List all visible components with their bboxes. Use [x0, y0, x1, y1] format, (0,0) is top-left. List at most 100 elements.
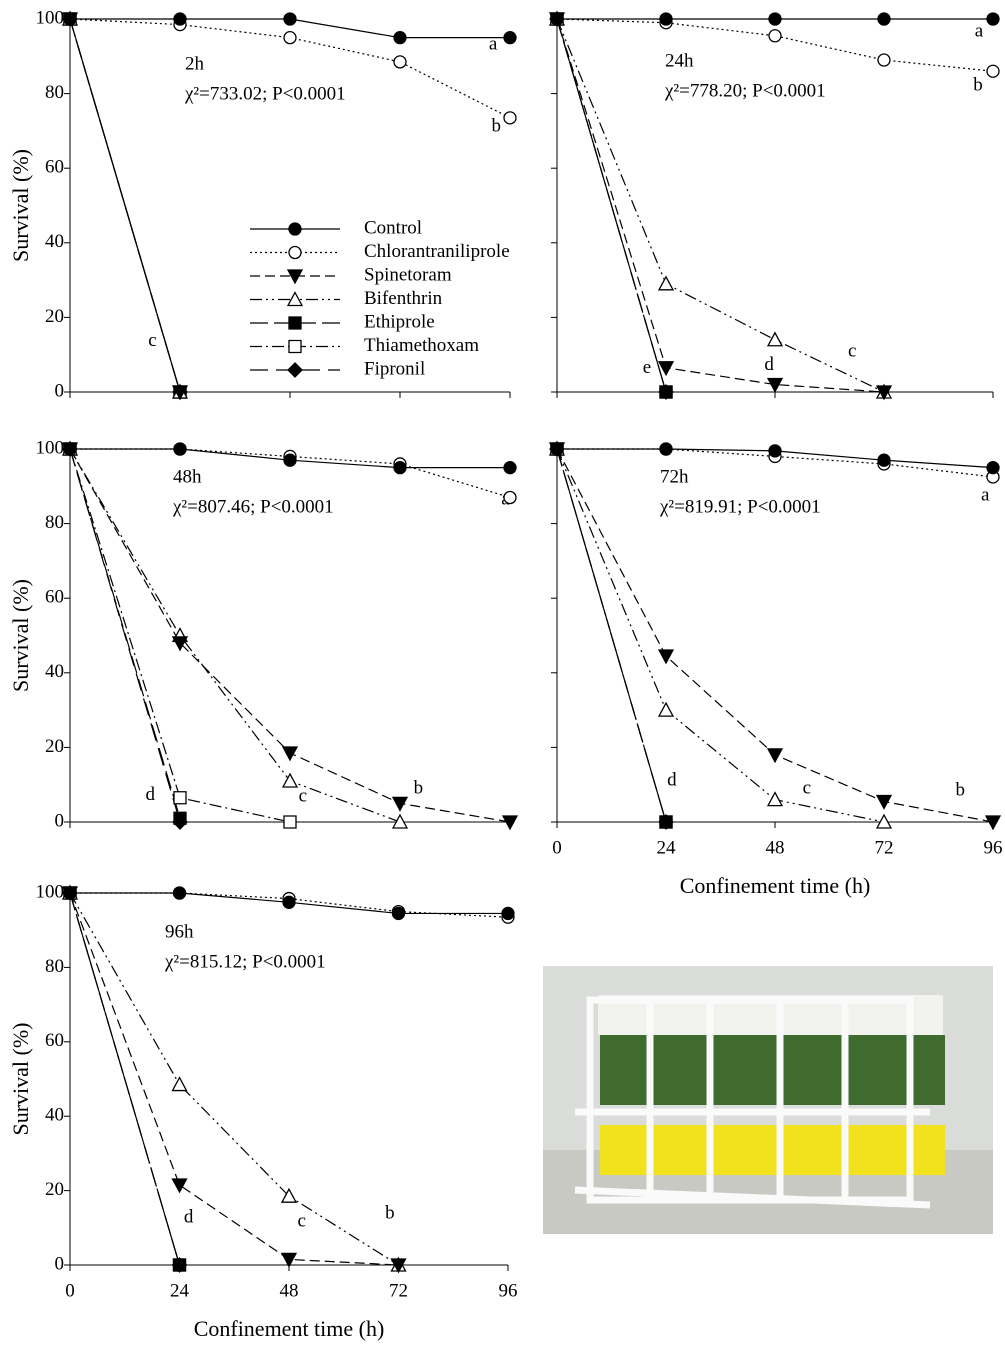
series-line: [69, 448, 181, 823]
series-line: [556, 18, 885, 393]
x-tick-label: 24: [170, 1280, 190, 1301]
y-tick-label: 20: [45, 306, 64, 327]
marker: [659, 385, 673, 399]
legend-label: Chlorantraniliprole: [364, 241, 510, 262]
series-line: [556, 448, 885, 823]
marker: [173, 811, 187, 825]
panel-title: 96h: [165, 921, 194, 942]
annotation: b: [414, 778, 424, 799]
y-tick-label: 100: [36, 881, 65, 902]
series-line: [70, 892, 509, 918]
legend-label: Fipronil: [364, 358, 425, 379]
marker: [172, 1258, 187, 1272]
legend-marker: [288, 245, 302, 260]
y-tick-label: 80: [45, 82, 64, 103]
annotation: c: [299, 785, 307, 806]
marker: [393, 460, 407, 475]
annotation: d: [184, 1206, 194, 1227]
y-tick-label: 60: [45, 157, 64, 178]
marker: [393, 31, 407, 45]
annotation: d: [764, 354, 774, 375]
y-tick-label: 40: [45, 661, 64, 682]
marker: [657, 649, 675, 665]
marker: [390, 1258, 407, 1274]
x-tick-label: 0: [65, 1280, 75, 1301]
y-tick-label: 40: [45, 1105, 64, 1126]
y-tick-label: 0: [55, 1253, 65, 1274]
annotation: b: [956, 779, 966, 800]
marker: [766, 331, 784, 347]
legend-marker: [288, 339, 302, 354]
marker: [283, 31, 297, 45]
series-line: [556, 18, 885, 393]
x-tick-label: 96: [984, 837, 1003, 858]
marker: [503, 490, 517, 505]
marker: [984, 815, 1002, 831]
marker: [875, 813, 893, 829]
marker: [501, 815, 519, 831]
y-tick-label: 60: [45, 1030, 64, 1051]
marker: [550, 442, 564, 456]
marker: [391, 813, 409, 829]
y-axis-label: Survival (%): [8, 1022, 33, 1135]
marker: [659, 442, 673, 456]
y-tick-label: 60: [45, 587, 64, 608]
annotation: a: [975, 20, 984, 41]
marker: [283, 12, 297, 26]
marker: [283, 815, 297, 829]
y-axis-label: Survival (%): [8, 149, 33, 262]
legend-label: Bifenthrin: [364, 288, 443, 309]
annotation: c: [803, 778, 811, 799]
marker: [173, 12, 187, 26]
marker: [280, 1187, 298, 1203]
marker: [282, 895, 296, 909]
annotation: e: [643, 357, 651, 378]
annotation: c: [298, 1211, 306, 1232]
series-line: [556, 18, 667, 393]
y-tick-label: 20: [45, 1179, 64, 1200]
annotation: c: [848, 340, 856, 361]
marker: [63, 12, 77, 26]
marker: [173, 791, 187, 805]
marker: [986, 460, 1000, 475]
x-tick-label: 72: [389, 1280, 408, 1301]
panel-title: 2h: [185, 53, 205, 74]
series-line: [69, 892, 399, 1266]
series-line: [556, 18, 994, 72]
panel-subtitle: χ²=819.91; P<0.0001: [659, 496, 821, 517]
marker: [171, 1076, 188, 1092]
marker: [766, 791, 784, 807]
panel-subtitle: χ²=807.46; P<0.0001: [172, 496, 334, 517]
panel-title: 72h: [660, 466, 689, 487]
marker: [173, 442, 187, 456]
panel-subtitle: χ²=733.02; P<0.0001: [184, 83, 346, 104]
x-tick-label: 96: [499, 1280, 518, 1301]
marker: [503, 31, 517, 45]
legend-marker: [286, 291, 304, 307]
annotation: b: [492, 116, 502, 137]
y-tick-label: 40: [45, 231, 64, 252]
legend-label: Control: [364, 217, 422, 238]
marker: [657, 275, 675, 291]
x-axis-label: Confinement time (h): [680, 873, 871, 898]
marker: [281, 772, 299, 788]
legend-marker: [287, 362, 303, 378]
x-tick-label: 48: [280, 1280, 299, 1301]
x-tick-label: 48: [766, 837, 785, 858]
annotation: d: [667, 769, 677, 790]
marker: [768, 444, 782, 458]
legend-marker: [288, 222, 302, 236]
y-tick-label: 100: [36, 7, 65, 28]
marker: [657, 701, 675, 717]
y-tick-label: 100: [36, 437, 65, 458]
marker: [393, 55, 407, 69]
annotation: a: [489, 33, 498, 54]
marker: [659, 12, 673, 26]
marker: [171, 385, 189, 401]
annotation: d: [145, 784, 155, 805]
marker: [503, 460, 517, 475]
x-tick-label: 0: [552, 837, 562, 858]
marker: [391, 796, 409, 812]
legend-marker: [288, 316, 302, 330]
annotation: a: [981, 484, 990, 505]
